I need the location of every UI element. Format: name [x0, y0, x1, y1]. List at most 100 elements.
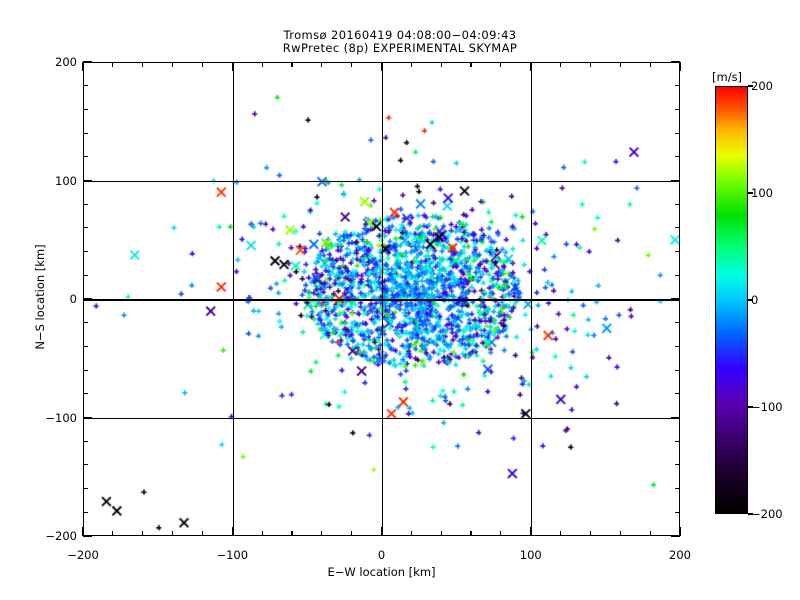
tick-y-major-right [671, 61, 680, 63]
tick-y-minor-right [675, 85, 680, 87]
tick-y-minor [83, 464, 88, 466]
gridline-horizontal [84, 299, 679, 301]
x-tick-label: 200 [669, 548, 691, 562]
tick-x-major [82, 527, 84, 536]
tick-x-minor-top [619, 62, 621, 67]
tick-y-minor-right [675, 274, 680, 276]
tick-y-minor-right [675, 440, 680, 442]
y-tick-label: −200 [45, 529, 77, 543]
tick-x-minor-top [470, 62, 472, 67]
scatter-points-canvas [84, 63, 679, 535]
tick-x-minor [171, 531, 174, 536]
tick-y-minor [83, 156, 88, 158]
tick-x-minor [321, 531, 323, 536]
tick-y-minor [83, 440, 88, 442]
x-tick-label: −100 [216, 548, 249, 562]
tick-y-minor-right [675, 322, 680, 324]
tick-x-minor [619, 531, 621, 536]
tick-x-minor-top [291, 62, 293, 67]
colorbar-tick-label: 0 [751, 293, 759, 307]
tick-y-minor [83, 203, 88, 205]
plot-title-line1: Tromsø 20160419 04:08:00−04:09:43 [283, 28, 517, 42]
tick-y-major-right [671, 535, 680, 537]
gridline-vertical [232, 63, 234, 535]
tick-x-minor [351, 531, 353, 536]
colorbar [715, 86, 748, 514]
tick-y-minor [83, 251, 88, 253]
tick-y-minor-right [675, 393, 680, 395]
tick-x-minor-top [649, 62, 651, 67]
tick-x-major-top [380, 62, 383, 71]
tick-y-minor-right [675, 156, 680, 158]
tick-y-minor-right [675, 511, 680, 513]
colorbar-title: [m/s] [712, 70, 743, 84]
tick-x-minor [410, 531, 412, 536]
tick-y-minor [83, 345, 88, 347]
tick-y-minor [83, 227, 88, 229]
tick-y-minor [83, 132, 88, 134]
colorbar-tick [748, 513, 753, 515]
tick-y-minor [83, 322, 88, 324]
tick-x-minor-top [500, 62, 502, 67]
tick-y-minor-right [675, 488, 680, 490]
tick-x-minor-top [171, 62, 174, 67]
tick-x-minor [470, 531, 472, 536]
tick-x-minor [112, 531, 114, 536]
tick-x-minor [560, 531, 562, 536]
tick-y-minor-right [675, 251, 680, 253]
tick-y-minor-right [675, 203, 680, 205]
tick-x-minor-top [201, 62, 203, 67]
gridline-horizontal [84, 180, 679, 183]
tick-x-minor-top [440, 62, 442, 67]
y-tick-label: 100 [55, 173, 77, 188]
colorbar-tick-label: 100 [751, 186, 773, 200]
tick-x-minor-top [560, 62, 562, 67]
tick-x-major [530, 527, 532, 536]
tick-y-minor [83, 511, 88, 513]
tick-x-major-top [530, 62, 532, 71]
tick-x-major-top [231, 62, 233, 71]
tick-y-minor [83, 274, 88, 276]
tick-y-major [83, 61, 92, 63]
tick-y-major-right [671, 298, 680, 300]
x-tick-label: 0 [377, 548, 386, 562]
colorbar-tick [748, 192, 753, 194]
tick-y-minor-right [675, 345, 680, 347]
tick-y-minor-right [675, 369, 680, 371]
y-tick-label: 0 [69, 292, 77, 306]
tick-y-major-right [671, 179, 680, 182]
tick-y-minor-right [675, 464, 680, 466]
tick-y-major [83, 179, 92, 182]
tick-x-major [380, 527, 383, 536]
tick-x-minor [649, 531, 651, 536]
tick-x-minor [589, 531, 592, 536]
tick-x-minor-top [589, 62, 592, 67]
tick-y-minor [83, 108, 88, 110]
tick-x-minor [201, 531, 203, 536]
tick-y-minor-right [675, 108, 680, 110]
tick-y-minor [83, 488, 88, 490]
tick-y-minor [83, 369, 88, 371]
gridline-vertical [531, 63, 533, 535]
colorbar-tick [748, 85, 753, 87]
colorbar-tick-label: −100 [751, 400, 783, 414]
colorbar-group: [m/s] −200 −100 0 100 200 [712, 70, 800, 540]
tick-x-minor [142, 531, 144, 536]
colorbar-tick [748, 299, 753, 301]
tick-y-major [83, 298, 92, 300]
tick-y-major [83, 416, 92, 419]
tick-y-minor-right [675, 132, 680, 134]
y-tick-label: 200 [55, 55, 77, 69]
y-axis-title: N−S location [km] [33, 244, 47, 350]
tick-x-major [231, 527, 233, 536]
plot-area [83, 62, 680, 536]
x-axis-title: E−W location [km] [327, 565, 436, 579]
tick-x-minor [291, 531, 293, 536]
colorbar-tick [748, 406, 753, 408]
tick-x-major [679, 527, 681, 536]
x-tick-label: 100 [519, 548, 542, 562]
tick-x-minor [261, 531, 263, 536]
tick-x-major-top [82, 62, 84, 71]
tick-y-minor-right [675, 227, 680, 229]
